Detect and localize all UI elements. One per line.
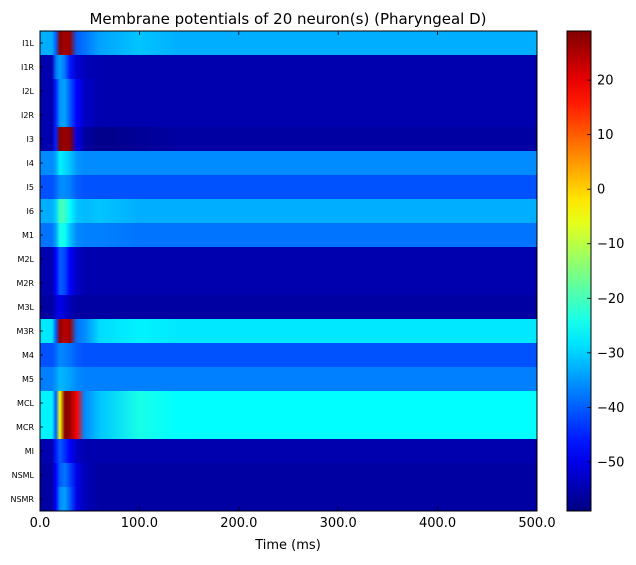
y-tick-label: I1R — [21, 63, 34, 72]
colorbar-tick-label: 20 — [597, 74, 614, 89]
heatmap-row-i3 — [40, 127, 537, 152]
heatmap-row-mcl — [40, 391, 537, 416]
colorbar-tick-label: −10 — [597, 237, 624, 252]
heatmap-row-m2r — [40, 271, 537, 296]
chart-title: Membrane potentials of 20 neuron(s) (Pha… — [89, 10, 486, 28]
x-axis-ticks: 0.0 100.0 200.0 300.0 400.0 500.0 — [30, 31, 556, 531]
x-tick-label: 200.0 — [220, 516, 257, 531]
heatmap-row-m4 — [40, 343, 537, 368]
heatmap-row-i2l — [40, 79, 537, 104]
y-tick-label: I5 — [27, 183, 34, 192]
heatmap-row-i1l — [40, 31, 537, 56]
y-tick-label: M3R — [16, 327, 34, 336]
x-tick-label: 400.0 — [419, 516, 456, 531]
heatmap-row-i1r — [40, 55, 537, 80]
y-tick-label: MCR — [16, 423, 34, 432]
colorbar-tick-label: −40 — [597, 401, 624, 416]
heatmap-row-i5 — [40, 175, 537, 200]
heatmap-rows — [40, 31, 537, 512]
x-tick-label: 100.0 — [121, 516, 158, 531]
y-tick-label: M2L — [18, 255, 35, 264]
y-tick-label: M5 — [22, 375, 34, 384]
plot-frame — [39, 30, 538, 512]
heatmap-row-m3r — [40, 319, 537, 344]
colorbar-tick-label: −50 — [597, 455, 624, 470]
heatmap-row-m5 — [40, 367, 537, 392]
heatmap-row-m2l — [40, 247, 537, 272]
y-tick-label: I6 — [27, 207, 34, 216]
x-tick-label: 0.0 — [30, 516, 51, 531]
colorbar-tick-label: −20 — [597, 292, 624, 307]
colorbar-ticks: 20 10 0 −10 −20 −30 −40 −50 — [587, 74, 624, 470]
heatmap-row-m3l — [40, 295, 537, 320]
colorbar-tick-label: 10 — [597, 128, 614, 143]
y-tick-label: M1 — [22, 231, 34, 240]
y-tick-label: I1L — [22, 39, 34, 48]
y-tick-label: M4 — [22, 351, 34, 360]
neuron-labels: I1L I1R I2L I2R I3 I4 I5 I6 M1 M2L M2R M3L M3R M4 M5 MC… — [10, 39, 43, 504]
heatmap-row-mcr — [40, 415, 537, 440]
x-tick-label: 500.0 — [518, 516, 555, 531]
heatmap-row-i2r — [40, 103, 537, 128]
y-tick-label: I2L — [22, 87, 34, 96]
heatmap-row-i6 — [40, 199, 537, 224]
heatmap-row-nsml — [40, 463, 537, 488]
x-tick-label: 300.0 — [320, 516, 357, 531]
y-tick-label: NSML — [12, 471, 35, 480]
y-tick-label: M2R — [16, 279, 34, 288]
y-tick-label: M3L — [18, 303, 35, 312]
colorbar-tick-label: 0 — [597, 183, 605, 198]
y-tick-label: I2R — [21, 111, 34, 120]
heatmap-row-nsmr — [40, 487, 537, 512]
y-tick-label: NSMR — [10, 495, 34, 504]
heatmap-row-m1 — [40, 223, 537, 248]
x-axis-label: Time (ms) — [254, 538, 321, 553]
heatmap-row-mi — [40, 439, 537, 464]
y-tick-label: I3 — [27, 135, 34, 144]
heatmap-row-i4 — [40, 151, 537, 176]
y-tick-label: MCL — [17, 399, 34, 408]
y-tick-label: I4 — [27, 159, 34, 168]
y-tick-label: MI — [25, 447, 34, 456]
colorbar-tick-label: −30 — [597, 346, 624, 361]
colorbar — [566, 30, 592, 512]
